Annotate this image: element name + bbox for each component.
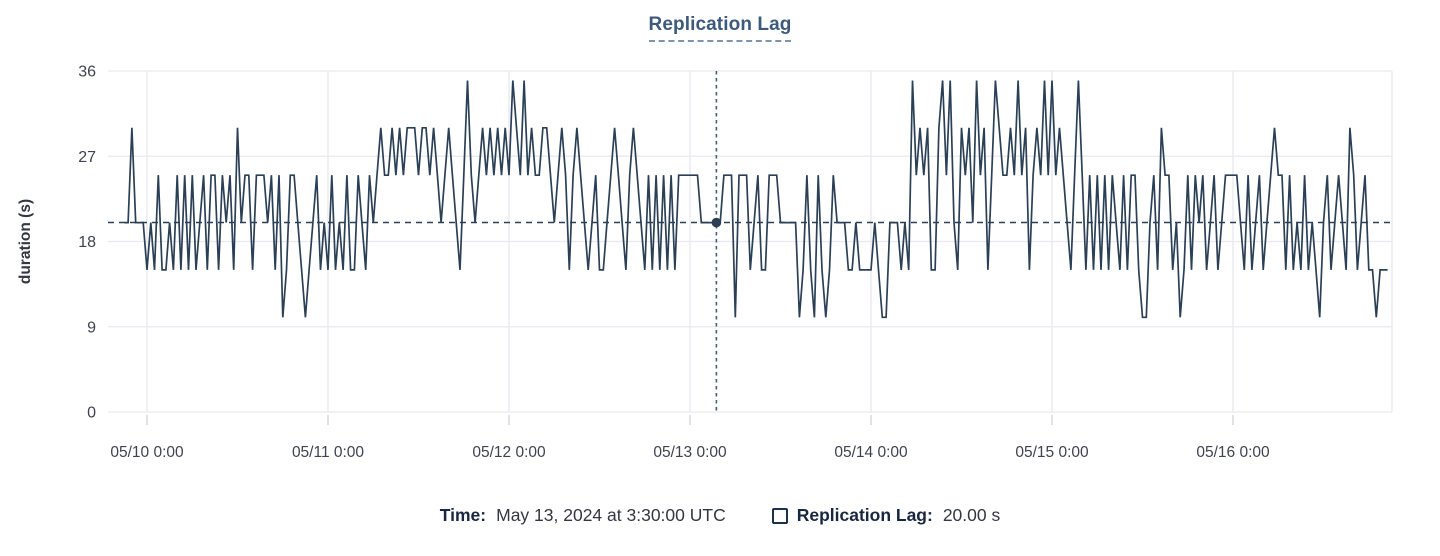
- x-tick-label: 05/14 0:00: [834, 444, 908, 461]
- y-tick-label: 0: [87, 405, 96, 422]
- tooltip-series-label: Replication Lag:: [796, 505, 933, 525]
- x-tick-label: 05/10 0:00: [110, 444, 184, 461]
- y-tick-label: 27: [78, 149, 96, 166]
- tooltip-series-row: Replication Lag: 20.00 s: [771, 505, 1001, 526]
- x-tick-label: 05/11 0:00: [292, 444, 364, 461]
- tooltip-series-value: 20.00 s: [942, 505, 1001, 525]
- series-swatch-icon: [771, 507, 788, 524]
- crosshair-point: [711, 217, 722, 228]
- tooltip-time-value: May 13, 2024 at 3:30:00 UTC: [496, 505, 726, 525]
- panel-header: Replication Lag: [0, 14, 1440, 42]
- x-tick-label: 05/13 0:00: [653, 444, 727, 461]
- x-tick-label: 05/16 0:00: [1196, 444, 1270, 461]
- x-tick-label: 05/15 0:00: [1015, 444, 1089, 461]
- x-tick-label: 05/12 0:00: [472, 444, 546, 461]
- replication-lag-chart[interactable]: 0 9 18 27 36 05/10 0:00 05/11 0:00 05/12 0:00 05…: [0, 0, 1440, 470]
- tooltip-time-label: Time:: [439, 505, 487, 525]
- y-axis-title: duration (s): [17, 199, 34, 284]
- replication-lag-line: [124, 80, 1388, 319]
- y-tick-label: 36: [78, 64, 96, 81]
- panel-title[interactable]: Replication Lag: [648, 14, 792, 42]
- y-tick-label: 9: [87, 319, 96, 336]
- crosshair-tooltip: Time: May 13, 2024 at 3:30:00 UTC Replic…: [0, 505, 1440, 526]
- y-tick-label: 18: [78, 234, 96, 251]
